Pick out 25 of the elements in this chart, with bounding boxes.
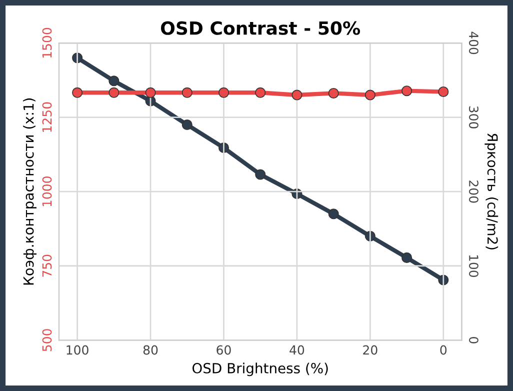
x-axis-title: OSD Brightness (%) bbox=[192, 362, 328, 376]
y-tick-label: 750 bbox=[42, 254, 52, 277]
point bbox=[328, 208, 339, 220]
y-axis-title: Коэф.контрастности (x:1) bbox=[23, 98, 36, 285]
y-tick-label: 1250 bbox=[42, 102, 52, 132]
y2-tick-label: 400 bbox=[468, 32, 478, 54]
x-tick-label: 80 bbox=[143, 345, 158, 355]
y-tick-label: 500 bbox=[42, 329, 52, 352]
x-tick-label: 0 bbox=[440, 345, 447, 355]
y-tick-label: 1500 bbox=[42, 28, 52, 58]
y-tick-label: 1000 bbox=[42, 176, 52, 206]
x-tick-label: 60 bbox=[216, 345, 231, 355]
y2-tick-label: 200 bbox=[468, 180, 478, 203]
chart-title: OSD Contrast - 50% bbox=[160, 21, 360, 35]
y2-tick-label: 300 bbox=[468, 106, 478, 128]
point bbox=[402, 252, 412, 263]
y2-tick-label: 100 bbox=[468, 255, 478, 277]
y2-axis-title: Яркость (cd/m2) bbox=[484, 134, 498, 250]
point bbox=[108, 76, 120, 86]
point bbox=[255, 169, 266, 180]
point bbox=[182, 119, 192, 130]
x-tick-label: 40 bbox=[290, 345, 304, 355]
x-tick-label: 20 bbox=[363, 345, 378, 355]
y2-tick-label: 0 bbox=[468, 337, 478, 344]
x-tick-label: 100 bbox=[66, 345, 88, 355]
